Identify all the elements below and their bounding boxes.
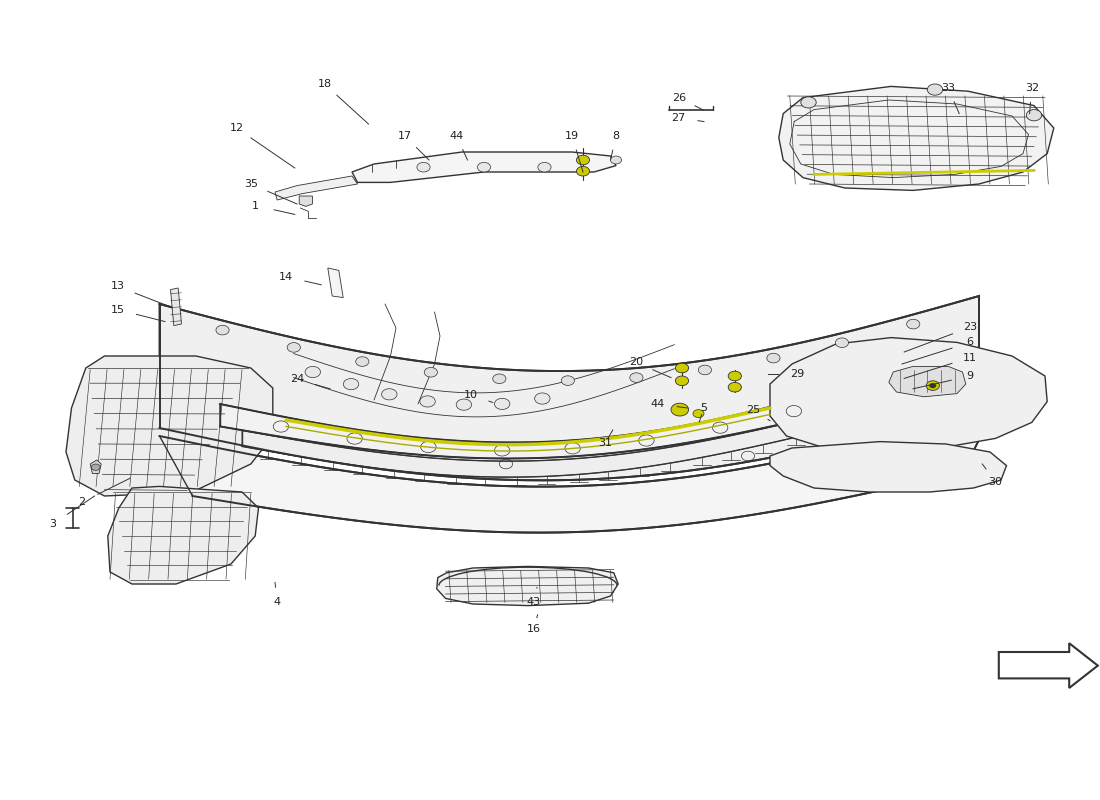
Text: 5: 5 <box>701 403 707 413</box>
Polygon shape <box>160 296 979 480</box>
Text: 4: 4 <box>274 597 280 606</box>
Text: 26: 26 <box>672 93 685 102</box>
Text: 25: 25 <box>747 405 760 414</box>
Text: 35: 35 <box>244 179 257 189</box>
Text: 19: 19 <box>565 131 579 141</box>
Text: 1: 1 <box>252 201 258 210</box>
Circle shape <box>675 363 689 373</box>
Circle shape <box>287 342 300 352</box>
Circle shape <box>493 374 506 383</box>
Circle shape <box>926 381 939 390</box>
Circle shape <box>728 371 741 381</box>
Circle shape <box>456 399 472 410</box>
Polygon shape <box>437 566 618 606</box>
Circle shape <box>675 376 689 386</box>
Text: 29: 29 <box>791 369 804 378</box>
Circle shape <box>693 410 704 418</box>
Text: 31: 31 <box>598 438 612 448</box>
Text: 23: 23 <box>964 322 977 332</box>
Text: 24: 24 <box>290 374 304 384</box>
Text: 10: 10 <box>464 390 477 400</box>
Text: 33: 33 <box>942 83 955 93</box>
Circle shape <box>906 319 920 329</box>
Text: 3: 3 <box>50 519 56 529</box>
Polygon shape <box>299 196 312 206</box>
Circle shape <box>535 393 550 404</box>
Text: 12: 12 <box>230 123 243 133</box>
Circle shape <box>610 156 621 164</box>
Polygon shape <box>770 338 1047 452</box>
Circle shape <box>91 464 100 470</box>
Text: 43: 43 <box>527 597 540 606</box>
Text: 18: 18 <box>318 79 331 89</box>
Text: 2: 2 <box>78 498 85 507</box>
Circle shape <box>801 97 816 108</box>
Text: 8: 8 <box>613 131 619 141</box>
Text: 27: 27 <box>672 113 685 122</box>
Text: 20: 20 <box>629 358 642 367</box>
Text: 11: 11 <box>964 353 977 362</box>
Text: 44: 44 <box>651 399 664 409</box>
Circle shape <box>927 84 943 95</box>
Circle shape <box>671 403 689 416</box>
Circle shape <box>425 367 438 377</box>
Text: 16: 16 <box>527 624 540 634</box>
Circle shape <box>305 366 320 378</box>
Text: 30: 30 <box>989 477 1002 486</box>
Circle shape <box>495 398 510 410</box>
Polygon shape <box>220 384 858 458</box>
Circle shape <box>630 373 644 382</box>
Polygon shape <box>770 442 1007 492</box>
Polygon shape <box>170 288 182 326</box>
Circle shape <box>420 396 436 407</box>
Polygon shape <box>90 460 101 474</box>
Circle shape <box>343 378 359 390</box>
Circle shape <box>417 162 430 172</box>
Circle shape <box>698 365 712 374</box>
Polygon shape <box>999 643 1098 688</box>
Circle shape <box>835 338 848 347</box>
Polygon shape <box>242 414 825 477</box>
Text: 44: 44 <box>450 131 463 141</box>
Text: a passion for parts since 1985: a passion for parts since 1985 <box>397 495 703 513</box>
Polygon shape <box>328 268 343 298</box>
Circle shape <box>728 382 741 392</box>
Polygon shape <box>275 176 358 200</box>
Polygon shape <box>160 408 996 533</box>
Text: 13: 13 <box>111 282 124 291</box>
Circle shape <box>382 389 397 400</box>
Text: EUROSPARES: EUROSPARES <box>189 378 911 470</box>
Text: 9: 9 <box>967 371 974 381</box>
Text: 6: 6 <box>967 338 974 347</box>
Polygon shape <box>108 486 258 584</box>
Text: 17: 17 <box>398 131 411 141</box>
Circle shape <box>576 155 590 165</box>
Circle shape <box>477 162 491 172</box>
Circle shape <box>216 326 229 335</box>
Circle shape <box>538 162 551 172</box>
Polygon shape <box>66 356 273 496</box>
Circle shape <box>576 166 590 176</box>
Polygon shape <box>889 366 966 397</box>
Circle shape <box>930 383 936 388</box>
Text: 32: 32 <box>1025 83 1038 93</box>
Polygon shape <box>779 86 1054 190</box>
Circle shape <box>767 354 780 363</box>
Polygon shape <box>352 152 616 182</box>
Text: 14: 14 <box>279 272 293 282</box>
Circle shape <box>355 357 368 366</box>
Circle shape <box>1026 110 1042 121</box>
Circle shape <box>561 376 574 386</box>
Text: 15: 15 <box>111 305 124 314</box>
